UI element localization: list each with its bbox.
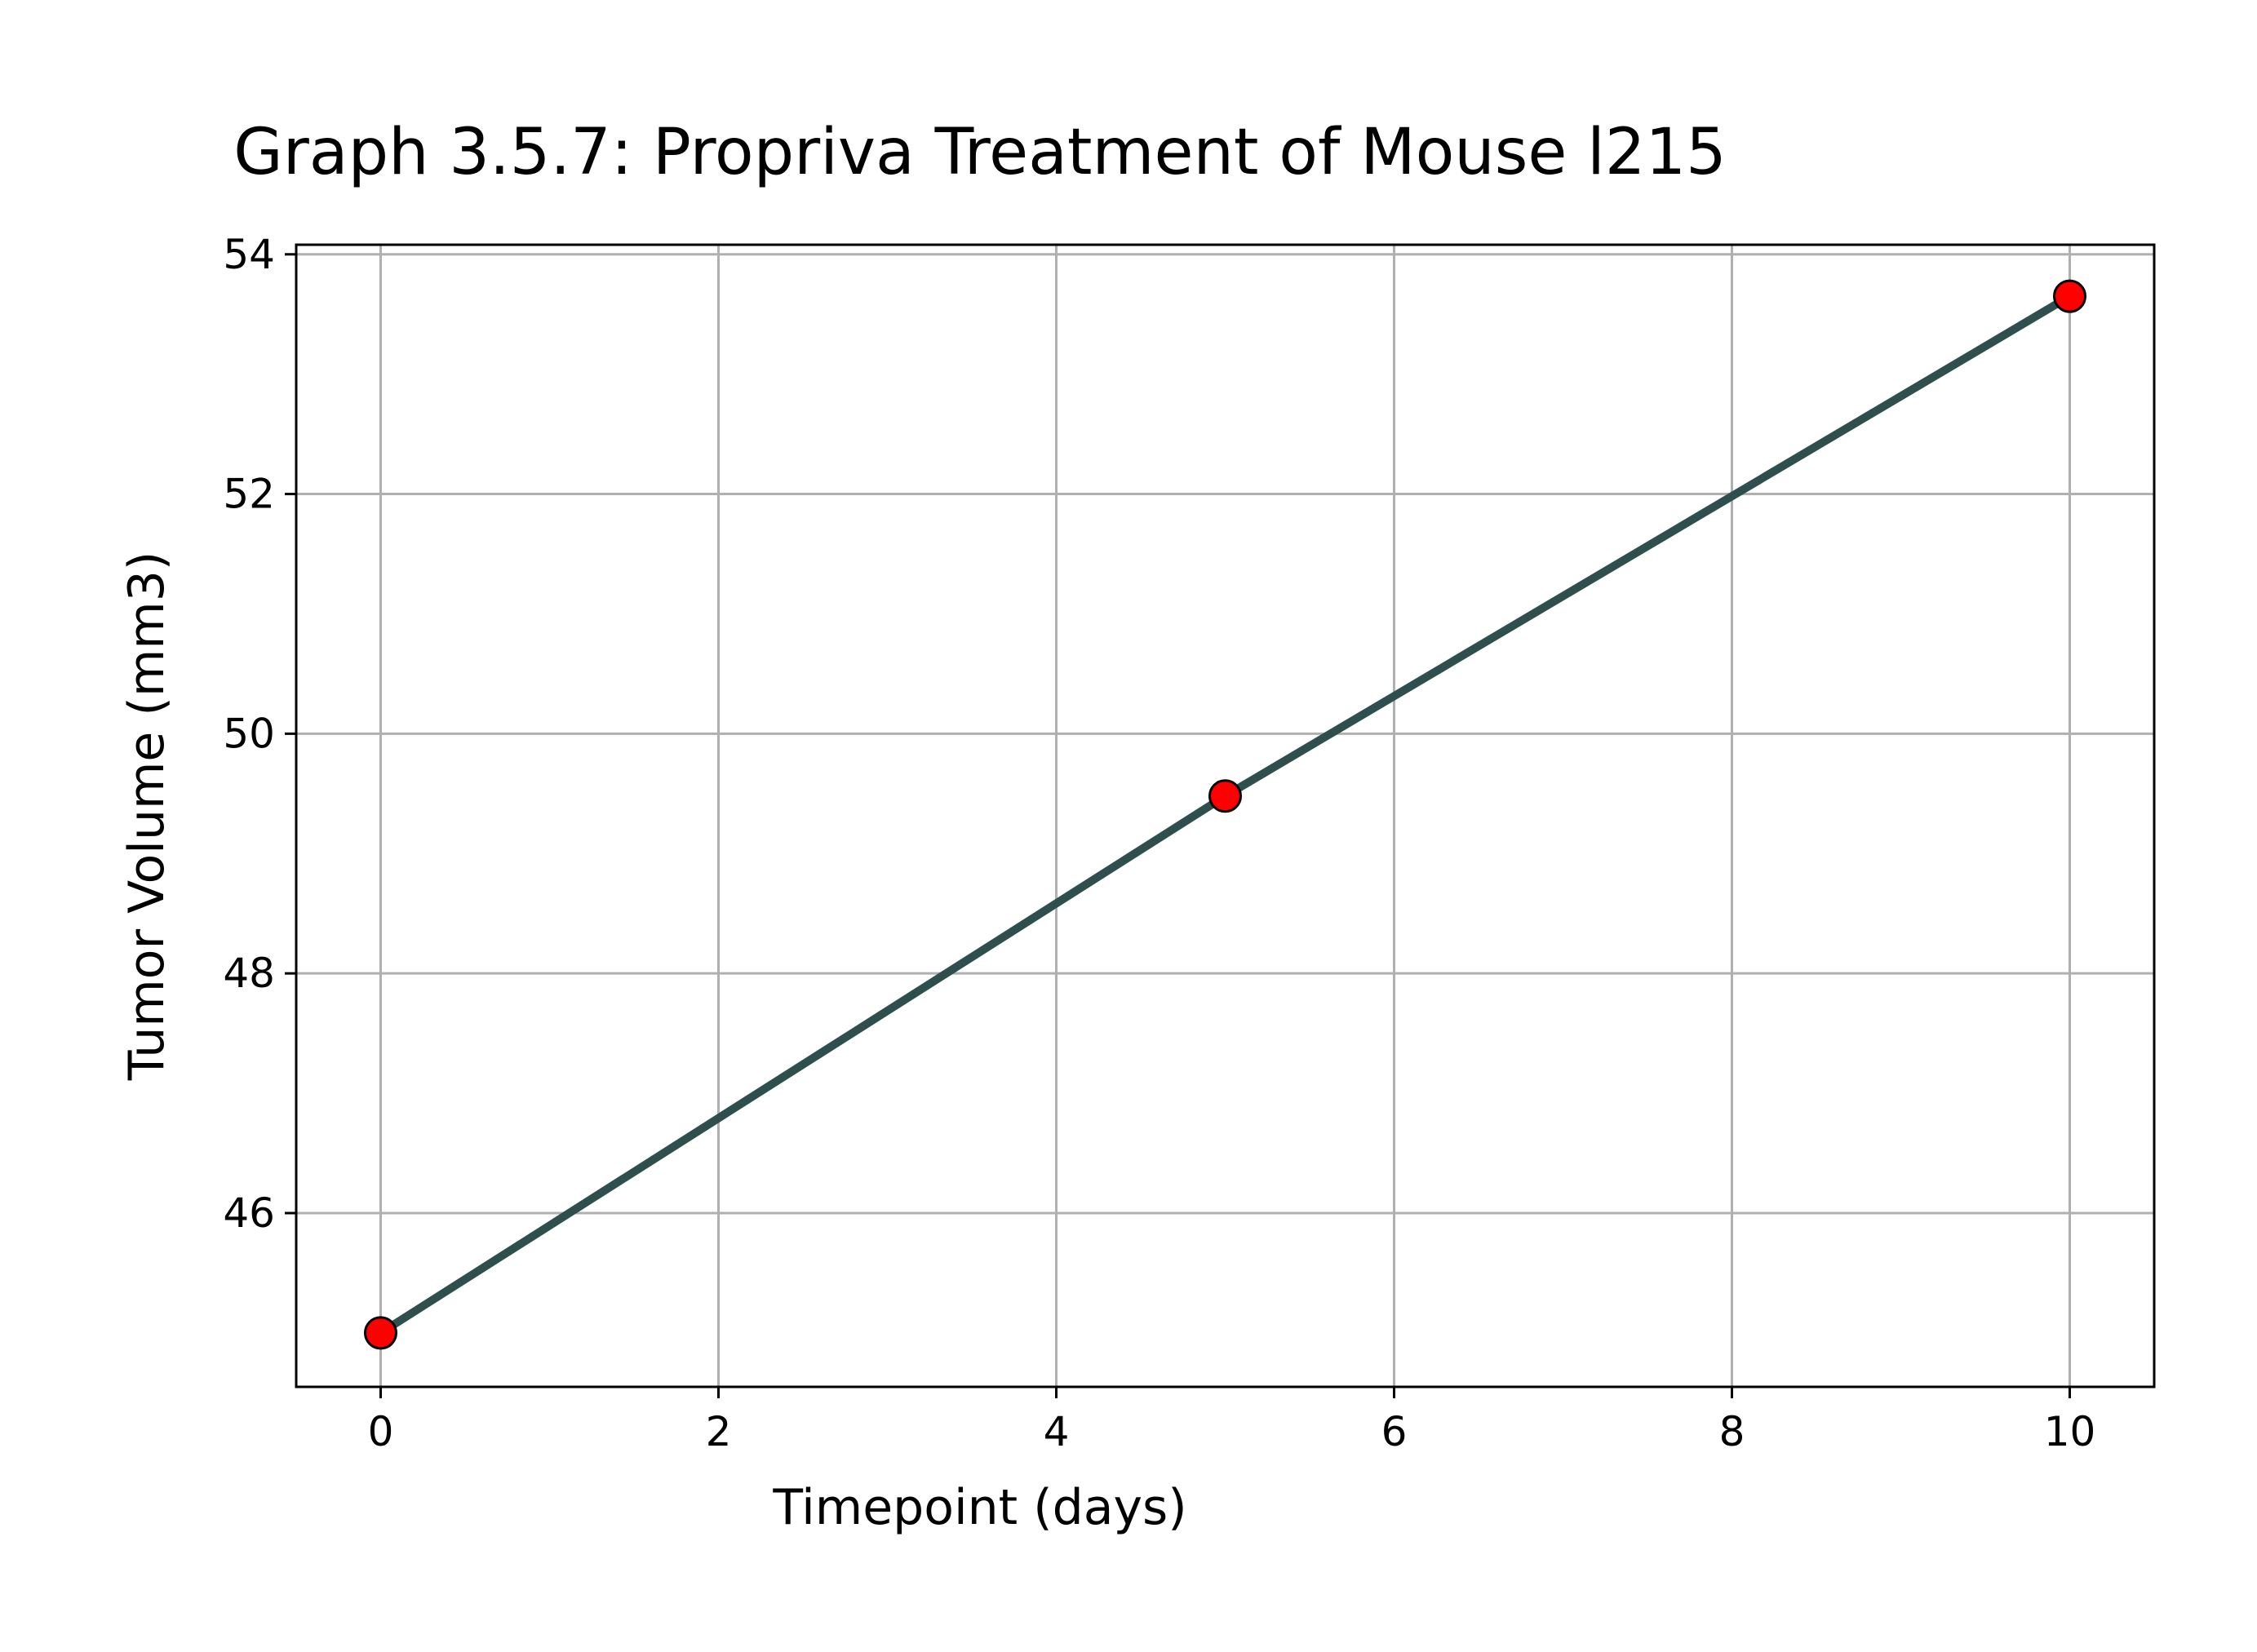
data-point-marker [1208,779,1242,813]
y-tick-label: 52 [223,471,275,518]
x-tick-label: 2 [706,1408,732,1455]
grid-lines [296,245,2154,1387]
plot-axes [295,243,2156,1388]
y-tick-label: 50 [223,710,275,757]
x-tick-label: 8 [1719,1408,1745,1455]
x-tick-label: 10 [2044,1408,2096,1455]
chart-title: Graph 3.5.7: Propriva Treatment of Mouse… [233,116,1726,189]
x-tick-label: 6 [1381,1408,1408,1455]
y-tick-label: 54 [223,231,275,278]
y-axis-ticks: 46 48 50 52 54 [223,231,296,1237]
y-tick-label: 46 [223,1189,275,1237]
x-tick-label: 0 [368,1408,394,1455]
x-tick-label: 4 [1044,1408,1070,1455]
data-point-marker [364,1316,397,1350]
data-series [364,279,2086,1350]
data-point-marker [2053,279,2086,313]
x-axis-ticks: 0 2 4 6 8 10 [368,1387,2096,1455]
x-axis-label: Timepoint (days) [772,1479,1186,1536]
y-axis-label: Tumor Volume (mm3) [118,551,175,1082]
y-tick-label: 48 [223,950,275,997]
plot-frame [295,243,2156,1388]
